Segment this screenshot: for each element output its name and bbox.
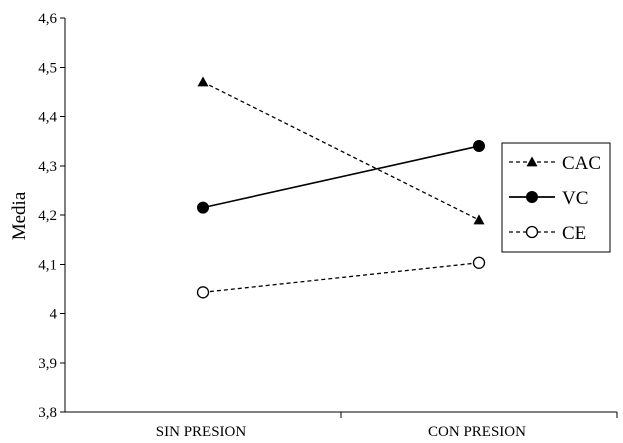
legend-marker-cac [526,156,538,167]
series-layer [196,76,486,299]
x-tick-label: SIN PRESION [156,424,247,440]
data-point-cac [473,214,485,225]
data-point-cac [197,76,209,87]
legend-label-vc: VC [562,188,588,209]
y-tick-label: 4,4 [38,110,57,126]
y-tick-label: 3,8 [38,405,57,421]
data-point-vc [197,201,209,214]
x-axis-ticks: SIN PRESION CON PRESION [156,412,618,440]
legend-marker-ce [525,225,539,239]
legend-marker-vc [526,191,538,203]
series-cac [197,76,485,225]
y-axis-ticks: 3,8 3,9 4 4,1 4,2 4,3 4,4 4,5 4,6 [38,11,65,421]
data-point-vc [473,140,485,153]
y-tick-label: 4 [50,307,58,323]
y-tick-label: 4,2 [38,208,57,224]
series-vc [197,140,485,214]
data-point-ce [196,286,210,299]
legend: CAC VC CE [501,142,611,253]
data-point-ce [472,256,486,269]
legend-label-ce: CE [562,223,586,244]
y-axis-label: Media [9,191,30,240]
y-tick-label: 3,9 [38,356,57,372]
series-line-cac [202,81,480,221]
y-tick-label: 4,3 [38,159,57,175]
series-ce [196,256,486,299]
y-tick-label: 4,5 [38,60,57,76]
x-tick-label: CON PRESION [428,424,526,440]
y-tick-label: 4,6 [38,11,57,27]
series-line-ce [202,262,480,293]
y-tick-label: 4,1 [38,257,57,273]
legend-label-cac: CAC [562,153,601,174]
series-line-vc [202,145,480,209]
